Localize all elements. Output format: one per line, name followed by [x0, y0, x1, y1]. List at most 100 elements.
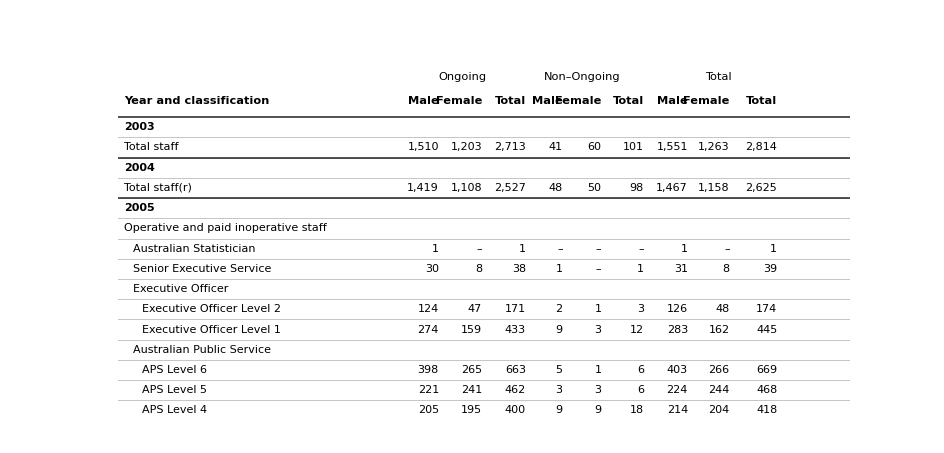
Text: 18: 18	[630, 405, 643, 415]
Text: 38: 38	[512, 264, 526, 274]
Text: 48: 48	[548, 183, 562, 193]
Text: 2003: 2003	[124, 122, 155, 132]
Text: 171: 171	[504, 304, 526, 314]
Text: 41: 41	[548, 143, 562, 153]
Text: 1,510: 1,510	[407, 143, 438, 153]
Text: 1,263: 1,263	[698, 143, 729, 153]
Text: 1: 1	[431, 244, 438, 254]
Text: 204: 204	[708, 405, 729, 415]
Text: 31: 31	[673, 264, 687, 274]
Text: 12: 12	[630, 324, 643, 335]
Text: 1,551: 1,551	[656, 143, 687, 153]
Text: 1: 1	[594, 304, 600, 314]
Text: 9: 9	[555, 405, 562, 415]
Text: 1: 1	[769, 244, 776, 254]
Text: 418: 418	[755, 405, 776, 415]
Text: 1: 1	[518, 244, 526, 254]
Text: Australian Statistician: Australian Statistician	[132, 244, 255, 254]
Text: 468: 468	[755, 385, 776, 395]
Text: 214: 214	[666, 405, 687, 415]
Text: –: –	[596, 264, 600, 274]
Text: –: –	[596, 244, 600, 254]
Text: 98: 98	[629, 183, 643, 193]
Text: 101: 101	[622, 143, 643, 153]
Text: 3: 3	[636, 304, 643, 314]
Text: 265: 265	[461, 365, 481, 375]
Text: Female: Female	[435, 96, 481, 106]
Text: 50: 50	[587, 183, 600, 193]
Text: 6: 6	[636, 365, 643, 375]
Text: Total: Total	[495, 96, 526, 106]
Text: 5: 5	[555, 365, 562, 375]
Text: 174: 174	[755, 304, 776, 314]
Text: Total staff: Total staff	[124, 143, 178, 153]
Text: –: –	[556, 244, 562, 254]
Text: 283: 283	[666, 324, 687, 335]
Text: 2,527: 2,527	[494, 183, 526, 193]
Text: Non–Ongoing: Non–Ongoing	[543, 72, 619, 82]
Text: 1: 1	[681, 244, 687, 254]
Text: 1,419: 1,419	[407, 183, 438, 193]
Text: 3: 3	[594, 324, 600, 335]
Text: Operative and paid inoperative staff: Operative and paid inoperative staff	[124, 223, 327, 233]
Text: 2005: 2005	[124, 203, 155, 213]
Text: 3: 3	[555, 385, 562, 395]
Text: 669: 669	[755, 365, 776, 375]
Text: 47: 47	[467, 304, 481, 314]
Text: Total staff(r): Total staff(r)	[124, 183, 192, 193]
Text: 39: 39	[763, 264, 776, 274]
Text: 398: 398	[417, 365, 438, 375]
Text: 162: 162	[708, 324, 729, 335]
Text: 433: 433	[504, 324, 526, 335]
Text: 124: 124	[417, 304, 438, 314]
Text: Executive Officer Level 2: Executive Officer Level 2	[142, 304, 280, 314]
Text: 224: 224	[666, 385, 687, 395]
Text: Male: Male	[408, 96, 438, 106]
Text: 9: 9	[555, 324, 562, 335]
Text: 3: 3	[594, 385, 600, 395]
Text: 400: 400	[504, 405, 526, 415]
Text: 9: 9	[594, 405, 600, 415]
Text: 1,108: 1,108	[450, 183, 481, 193]
Text: 1: 1	[555, 264, 562, 274]
Text: Female: Female	[554, 96, 600, 106]
Text: 2,814: 2,814	[745, 143, 776, 153]
Text: 462: 462	[504, 385, 526, 395]
Text: 1,203: 1,203	[450, 143, 481, 153]
Text: 60: 60	[587, 143, 600, 153]
Text: –: –	[637, 244, 643, 254]
Text: 266: 266	[708, 365, 729, 375]
Text: 1,467: 1,467	[655, 183, 687, 193]
Text: –: –	[476, 244, 481, 254]
Text: Executive Officer Level 1: Executive Officer Level 1	[142, 324, 280, 335]
Text: 126: 126	[666, 304, 687, 314]
Text: Male: Male	[656, 96, 687, 106]
Text: Female: Female	[683, 96, 729, 106]
Text: 2004: 2004	[124, 163, 155, 173]
Text: 445: 445	[755, 324, 776, 335]
Text: Male: Male	[531, 96, 562, 106]
Text: 663: 663	[504, 365, 526, 375]
Text: 159: 159	[461, 324, 481, 335]
Text: Australian Public Service: Australian Public Service	[132, 345, 271, 355]
Text: 6: 6	[636, 385, 643, 395]
Text: 221: 221	[417, 385, 438, 395]
Text: 403: 403	[666, 365, 687, 375]
Text: 48: 48	[715, 304, 729, 314]
Text: APS Level 5: APS Level 5	[142, 385, 207, 395]
Text: 244: 244	[708, 385, 729, 395]
Text: Senior Executive Service: Senior Executive Service	[132, 264, 271, 274]
Text: 241: 241	[461, 385, 481, 395]
Text: –: –	[723, 244, 729, 254]
Text: 1,158: 1,158	[698, 183, 729, 193]
Text: Ongoing: Ongoing	[438, 72, 486, 82]
Text: 2,625: 2,625	[745, 183, 776, 193]
Text: APS Level 4: APS Level 4	[142, 405, 207, 415]
Text: Total: Total	[704, 72, 732, 82]
Text: Executive Officer: Executive Officer	[132, 284, 228, 294]
Text: 8: 8	[475, 264, 481, 274]
Text: 195: 195	[461, 405, 481, 415]
Text: 205: 205	[417, 405, 438, 415]
Text: 2,713: 2,713	[494, 143, 526, 153]
Text: 30: 30	[425, 264, 438, 274]
